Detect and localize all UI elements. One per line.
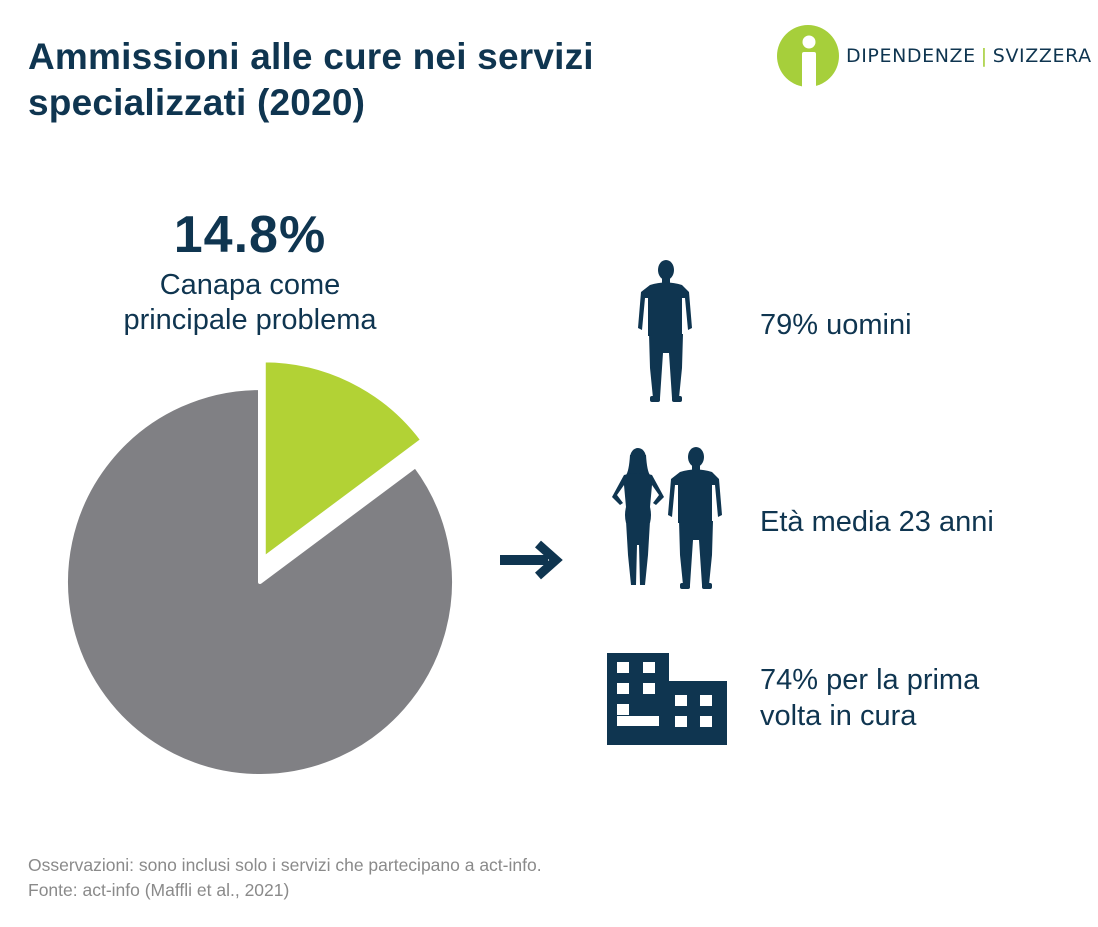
stat-first-treatment: 74% per la prima volta in cura [760,662,979,734]
logo-text-left: DIPENDENZE [846,45,976,67]
stat-first-treatment-line2: volta in cura [760,700,917,732]
logo-text: DIPENDENZE | SVIZZERA [846,45,1092,67]
footnote-observations: Osservazioni: sono inclusi solo i serviz… [28,855,542,875]
arrow-right-icon [500,540,563,580]
pie-chart [64,358,456,778]
pie-slice-cannabis [261,358,425,561]
woman-and-man-silhouette-icon [612,447,722,589]
logo-separator: | [980,45,988,67]
page-title: Ammissioni alle cure nei servizi special… [28,36,594,123]
stat-first-treatment-line1: 74% per la prima [760,664,980,696]
pie-caption-line1: Canapa come [159,269,341,301]
man-silhouette-icon [638,260,692,402]
dipendenze-svizzera-logo: DIPENDENZE | SVIZZERA [776,24,1091,88]
logo-mark-icon [777,25,839,88]
highlight-percentage: 14.8% [173,206,327,264]
stat-average-age: Età media 23 anni [760,506,994,538]
pie-caption: Canapa come principale problema [80,268,420,338]
footnote-source: Fonte: act-info (Maffli et al., 2021) [28,880,290,900]
pie-caption-line2: principale problema [123,304,377,336]
stat-men-percentage: 79% uomini [760,309,912,341]
pie-slice-other [64,386,456,778]
building-icon [607,653,727,745]
footnote: Osservazioni: sono inclusi solo i serviz… [28,853,542,903]
logo-text-right: SVIZZERA [992,45,1092,67]
